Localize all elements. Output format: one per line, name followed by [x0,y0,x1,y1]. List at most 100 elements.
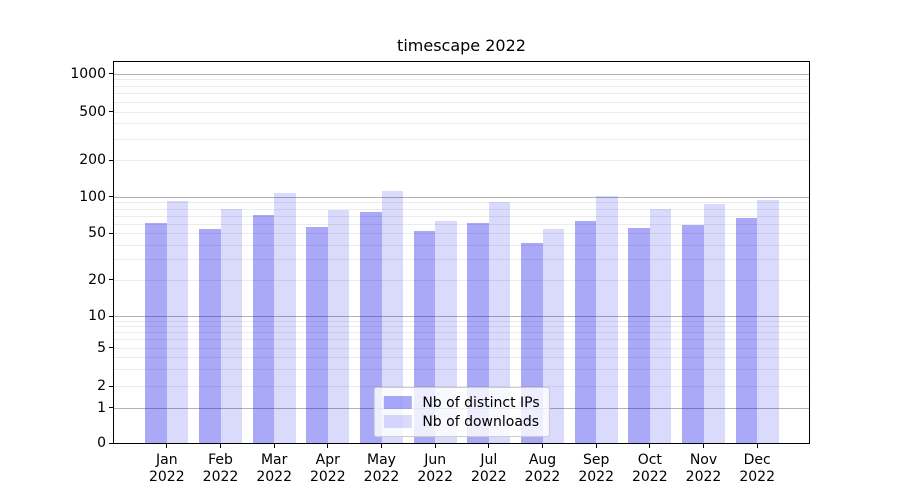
minor-gridline [114,244,809,246]
x-tick-label-apr: Apr 2022 [309,452,346,485]
y-tick-label: 5 [97,339,106,356]
bar-nb-of-downloads-sep [596,195,618,443]
chart-title: timescape 2022 [397,36,526,55]
x-tick-mark [220,444,221,448]
x-tick-mark [595,444,597,448]
minor-gridline [114,223,809,225]
y-tick-label: 10 [88,308,106,324]
y-tick-mark [109,279,113,281]
x-tick-label-dec: Dec 2022 [739,452,775,485]
minor-gridline [114,339,809,341]
minor-gridline [114,233,809,235]
x-tick-mark [327,444,329,448]
bar-nb-of-downloads-jan [166,201,189,443]
x-tick-mark [434,444,436,448]
bar-nb-of-distinct-ips-jan [145,222,167,443]
x-tick-label-oct: Oct 2022 [631,452,668,485]
minor-gridline [114,332,809,334]
minor-gridline [114,79,809,81]
x-tick-label-aug: Aug 2022 [524,452,561,485]
x-tick-mark [542,444,543,448]
y-tick-mark [109,385,113,387]
x-tick-label-jan: Jan 2022 [148,452,185,485]
y-tick-label: 2 [97,378,106,394]
minor-gridline [114,357,809,359]
y-tick-mark [109,442,113,444]
x-tick-label-mar: Mar 2022 [256,452,292,485]
minor-gridline [114,111,809,113]
x-tick-mark [166,444,168,448]
minor-gridline [114,93,809,95]
minor-gridline [114,215,809,217]
bar-nb-of-distinct-ips-feb [199,229,221,443]
y-tick-label: 1000 [70,65,106,82]
minor-gridline [114,202,809,204]
y-tick-label: 20 [88,271,106,288]
x-tick-mark [703,444,704,448]
bar-nb-of-distinct-ips-may [360,211,382,443]
minor-gridline [114,320,809,322]
minor-gridline [114,369,809,371]
minor-gridline [114,279,809,281]
bar-nb-of-downloads-jul [488,202,511,443]
minor-gridline [114,123,809,125]
x-tick-label-jul: Jul 2022 [470,452,507,485]
x-tick-label-feb: Feb 2022 [202,452,239,485]
legend-label-distinct-ips: Nb of distinct IPs [422,394,540,411]
legend-swatch-downloads [383,415,412,428]
plot-area: Nb of distinct IPs Nb of downloads [113,61,810,444]
x-tick-label-nov: Nov 2022 [685,452,722,485]
y-tick-mark [109,407,113,408]
y-tick-label: 100 [79,188,106,205]
x-tick-mark [649,444,651,448]
x-tick-mark [488,444,490,448]
y-tick-mark [109,315,113,317]
x-tick-mark [756,444,758,448]
x-tick-label-may: May 2022 [363,452,400,485]
legend-item-distinct-ips: Nb of distinct IPs [383,393,540,412]
bar-nb-of-downloads-oct [649,209,672,443]
y-tick-mark [109,73,113,75]
y-tick-label: 50 [88,225,106,242]
legend-label-downloads: Nb of downloads [422,413,540,430]
major-gridline [114,73,809,75]
minor-gridline [114,138,809,140]
x-tick-label-jun: Jun 2022 [417,452,453,485]
bar-nb-of-downloads-nov [703,204,725,443]
y-tick-mark [109,196,113,198]
minor-gridline [114,101,809,103]
x-tick-label-sep: Sep 2022 [578,452,614,485]
bar-nb-of-distinct-ips-mar [252,214,275,443]
minor-gridline [114,208,809,210]
bar-nb-of-distinct-ips-oct [628,228,650,443]
bar-nb-of-downloads-may [381,190,403,443]
bar-nb-of-downloads-apr [327,209,350,443]
y-tick-label: 1 [97,399,106,416]
y-tick-label: 200 [79,152,106,169]
major-gridline [114,316,809,317]
minor-gridline [114,347,809,349]
bar-nb-of-downloads-feb [220,208,242,443]
bar-nb-of-distinct-ips-apr [306,226,328,443]
legend-swatch-distinct-ips [383,396,412,409]
y-tick-mark [109,232,113,234]
y-tick-label: 500 [79,103,106,120]
bar-nb-of-distinct-ips-sep [574,221,597,443]
minor-gridline [114,326,809,328]
minor-gridline [114,160,809,162]
x-tick-mark [381,444,382,448]
bar-nb-of-distinct-ips-nov [682,224,704,443]
legend: Nb of distinct IPs Nb of downloads [373,387,550,437]
legend-item-downloads: Nb of downloads [383,412,539,431]
y-tick-mark [109,111,113,112]
minor-gridline [114,259,809,261]
y-tick-label: 0 [97,435,106,451]
minor-gridline [114,85,809,87]
minor-gridline [114,386,809,387]
bar-nb-of-downloads-dec [757,199,779,443]
x-tick-mark [273,444,275,448]
bar-nb-of-distinct-ips-dec [735,217,758,443]
y-tick-mark [109,159,113,161]
major-gridline [114,196,809,198]
